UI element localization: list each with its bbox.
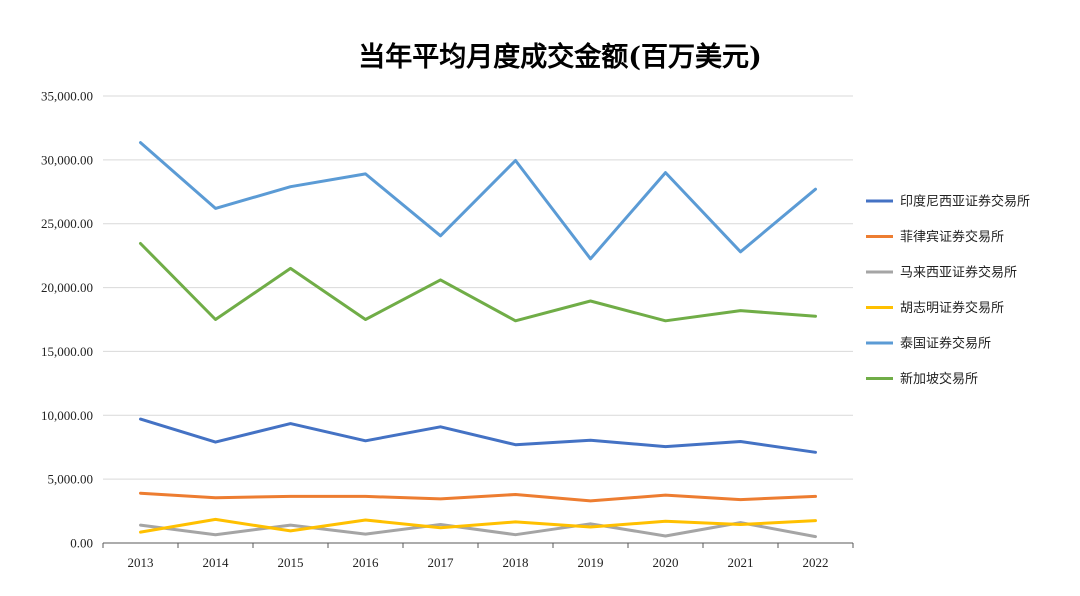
- gridlines: [103, 95, 853, 480]
- legend-label: 胡志明证券交易所: [900, 300, 1004, 316]
- series-line-1: [139, 417, 817, 454]
- y-tick-label: 5,000.00: [48, 472, 94, 487]
- legend-item: 胡志明证券交易所: [866, 300, 1004, 316]
- legend-item: 马来西亚证券交易所: [866, 265, 1017, 281]
- x-tick-label: 2020: [653, 555, 679, 570]
- series-line-4: [139, 517, 817, 534]
- x-tick-label: 2013: [128, 555, 154, 570]
- chart-title: 当年平均月度成交金额(百万美元): [358, 41, 762, 73]
- x-tick-label: 2017: [428, 555, 455, 570]
- x-tick-label: 2016: [353, 555, 380, 570]
- x-tick-label: 2015: [278, 555, 304, 570]
- x-tick-label: 2018: [503, 555, 529, 570]
- y-tick-label: 0.00: [70, 536, 93, 551]
- legend-label: 马来西亚证券交易所: [900, 265, 1017, 281]
- series-line-2: [139, 491, 817, 503]
- legend-label: 泰国证券交易所: [900, 336, 991, 352]
- series-lines: [139, 141, 817, 539]
- y-tick-label: 25,000.00: [41, 216, 93, 231]
- legend-item: 印度尼西亚证券交易所: [866, 194, 1030, 210]
- legend-label: 菲律宾证券交易所: [900, 229, 1004, 245]
- y-tick-label: 10,000.00: [41, 408, 93, 423]
- y-tick-label: 20,000.00: [41, 280, 93, 295]
- x-tick-label: 2021: [728, 555, 754, 570]
- series-line-3: [139, 521, 817, 539]
- y-tick-label: 30,000.00: [41, 152, 93, 167]
- x-tick-label: 2022: [803, 555, 829, 570]
- legend-label: 印度尼西亚证券交易所: [900, 194, 1030, 210]
- x-tick-label: 2019: [578, 555, 604, 570]
- legend-item: 泰国证券交易所: [866, 336, 991, 352]
- axes: 0.00 5,000.00 10,000.00 15,000.00 20,000.00 2…: [41, 89, 854, 570]
- x-tick-label: 2014: [203, 555, 230, 570]
- legend-label: 新加坡交易所: [900, 371, 978, 387]
- legend: 印度尼西亚证券交易所菲律宾证券交易所马来西亚证券交易所胡志明证券交易所泰国证券交…: [866, 194, 1030, 387]
- series-line-6: [139, 242, 817, 323]
- y-tick-label: 35,000.00: [41, 89, 93, 104]
- legend-item: 新加坡交易所: [866, 371, 978, 387]
- legend-item: 菲律宾证券交易所: [866, 229, 1004, 245]
- y-tick-label: 15,000.00: [41, 344, 93, 359]
- series-line-5: [139, 141, 817, 261]
